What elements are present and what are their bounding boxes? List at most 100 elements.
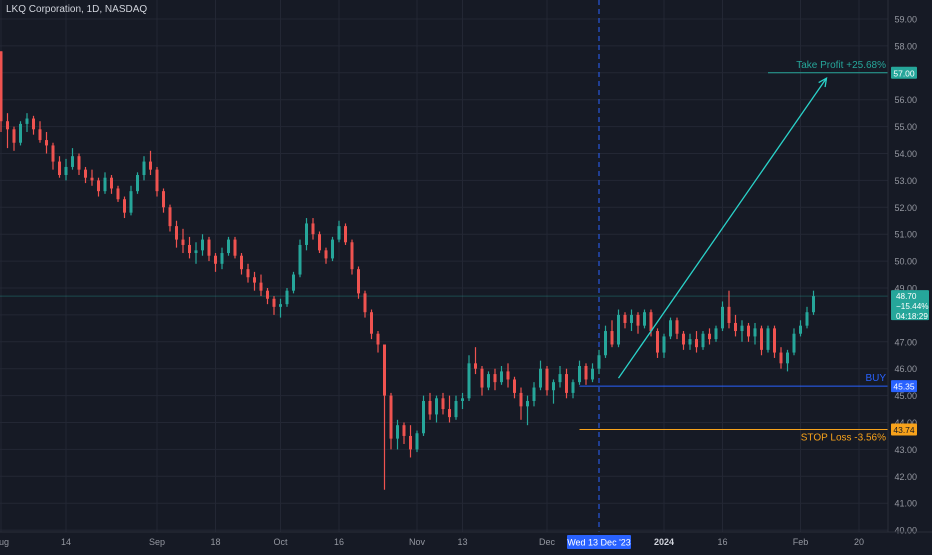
candle[interactable]	[675, 317, 679, 340]
candle[interactable]	[500, 366, 503, 385]
candle[interactable]	[370, 309, 373, 340]
candle[interactable]	[38, 121, 42, 143]
candle[interactable]	[376, 331, 380, 353]
candle[interactable]	[539, 360, 542, 391]
candle[interactable]	[545, 366, 549, 396]
candle[interactable]	[123, 196, 126, 219]
candle[interactable]	[435, 395, 438, 423]
candle[interactable]	[688, 333, 692, 350]
candle[interactable]	[363, 290, 367, 318]
candle[interactable]	[428, 392, 432, 420]
candle[interactable]	[90, 169, 94, 186]
candle[interactable]	[220, 247, 224, 270]
candle[interactable]	[441, 392, 445, 415]
candle[interactable]	[571, 379, 575, 399]
candle[interactable]	[19, 121, 22, 146]
candle[interactable]	[734, 314, 737, 337]
candle[interactable]	[71, 148, 74, 170]
candle[interactable]	[266, 288, 269, 305]
candle[interactable]	[110, 175, 113, 194]
candle[interactable]	[64, 158, 68, 181]
candle[interactable]	[493, 368, 497, 391]
candle[interactable]	[461, 392, 464, 410]
candle[interactable]	[162, 188, 165, 213]
candle[interactable]	[740, 320, 744, 342]
candle[interactable]	[656, 328, 659, 358]
candle[interactable]	[97, 177, 100, 197]
candle[interactable]	[6, 113, 9, 149]
candle[interactable]	[766, 325, 770, 353]
candle[interactable]	[259, 274, 263, 297]
candle[interactable]	[32, 115, 35, 135]
candle[interactable]	[454, 395, 458, 420]
candle[interactable]	[272, 296, 276, 315]
candle[interactable]	[214, 253, 217, 272]
candle[interactable]	[799, 320, 802, 337]
candle[interactable]	[246, 263, 250, 283]
candle[interactable]	[337, 220, 341, 243]
candle[interactable]	[194, 242, 198, 264]
candle[interactable]	[506, 363, 510, 388]
candle[interactable]	[155, 166, 159, 197]
candle[interactable]	[552, 379, 555, 404]
candle[interactable]	[311, 218, 315, 240]
candle[interactable]	[240, 253, 243, 275]
candle[interactable]	[129, 185, 133, 216]
candle[interactable]	[279, 298, 282, 318]
candle[interactable]	[779, 347, 783, 369]
candle[interactable]	[84, 166, 87, 184]
candle[interactable]	[415, 430, 419, 453]
candle[interactable]	[116, 185, 120, 202]
candle[interactable]	[227, 236, 230, 256]
candle[interactable]	[292, 271, 295, 294]
candle[interactable]	[383, 344, 386, 490]
candle[interactable]	[136, 172, 139, 194]
candle[interactable]	[786, 349, 789, 372]
candle[interactable]	[0, 51, 3, 132]
candle[interactable]	[305, 218, 308, 251]
candle[interactable]	[695, 331, 698, 353]
candle[interactable]	[253, 271, 256, 291]
candle[interactable]	[630, 309, 633, 332]
candle[interactable]	[285, 288, 289, 307]
candle[interactable]	[207, 236, 211, 262]
candle[interactable]	[812, 290, 815, 315]
candle[interactable]	[760, 325, 763, 356]
candle[interactable]	[805, 306, 809, 329]
candle[interactable]	[409, 425, 412, 458]
candle[interactable]	[727, 290, 731, 329]
candle[interactable]	[584, 363, 588, 385]
candle[interactable]	[188, 236, 191, 259]
candle[interactable]	[350, 239, 354, 275]
candle[interactable]	[532, 382, 536, 407]
candle[interactable]	[318, 231, 321, 254]
candle[interactable]	[487, 371, 490, 391]
candle[interactable]	[636, 312, 640, 334]
candle[interactable]	[181, 228, 185, 254]
candle[interactable]	[201, 234, 204, 256]
candle[interactable]	[331, 236, 334, 262]
candle[interactable]	[773, 325, 776, 358]
candle[interactable]	[721, 301, 724, 332]
candle[interactable]	[682, 331, 685, 350]
candle[interactable]	[519, 387, 523, 420]
candle[interactable]	[708, 328, 711, 345]
candle[interactable]	[402, 422, 406, 445]
candle[interactable]	[558, 366, 562, 388]
candle[interactable]	[480, 366, 484, 396]
candle[interactable]	[324, 247, 328, 264]
candle[interactable]	[623, 312, 627, 329]
candle[interactable]	[175, 220, 178, 248]
candle[interactable]	[617, 309, 620, 348]
candle[interactable]	[396, 419, 399, 450]
candle[interactable]	[526, 395, 529, 426]
candle[interactable]	[597, 349, 601, 375]
candle[interactable]	[25, 113, 29, 132]
candle[interactable]	[669, 317, 672, 340]
candle[interactable]	[344, 223, 347, 245]
candle[interactable]	[357, 266, 360, 299]
candle[interactable]	[77, 153, 81, 176]
candle[interactable]	[233, 236, 237, 259]
candle[interactable]	[51, 142, 55, 170]
